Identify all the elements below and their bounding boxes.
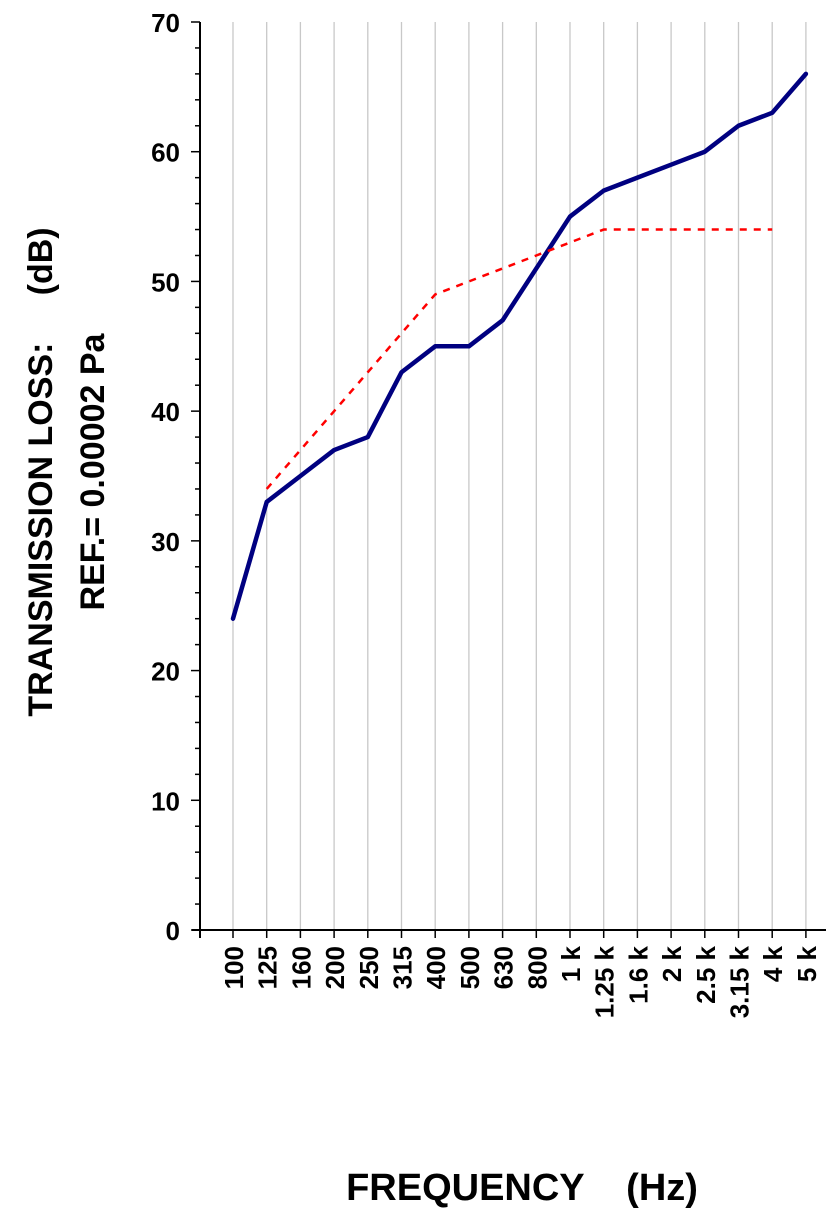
grid (232, 22, 807, 930)
x-tick-label: 1.25 k (590, 945, 620, 1018)
series-line-dashed (265, 228, 773, 490)
x-tick-label: 400 (421, 946, 451, 989)
x-tick-label: 100 (219, 946, 249, 989)
x-tick-label: 1 k (556, 945, 586, 982)
series (230, 71, 809, 621)
x-tick-label: 315 (388, 946, 418, 989)
y-tick-label: 50 (151, 267, 180, 297)
x-tick-label: 2 k (657, 945, 687, 982)
x-tick-label: 1.6 k (623, 945, 653, 1003)
y-tick-label: 20 (151, 657, 180, 687)
x-tick-label: 4 k (758, 945, 788, 982)
x-tick-label: 125 (253, 946, 283, 989)
y-tick-label: 40 (151, 397, 180, 427)
x-tick-label: 5 k (792, 945, 822, 982)
x-tick-label: 160 (286, 946, 316, 989)
x-tick-label: 3.15 k (725, 945, 755, 1018)
x-tick-label: 250 (354, 946, 384, 989)
x-tick-label: 500 (455, 946, 485, 989)
x-tick-label: 800 (522, 946, 552, 989)
axes (191, 21, 826, 938)
x-tick-label: 200 (320, 946, 350, 989)
x-axis-title: FREQUENCY (Hz) (346, 1167, 698, 1209)
y-tick-label: 30 (151, 527, 180, 557)
y-tick-label: 70 (151, 8, 180, 38)
y-tick-label: 0 (166, 916, 180, 946)
x-tick-label: 2.5 k (691, 945, 721, 1003)
series-line-solid (230, 71, 809, 621)
y-axis-title-line1: TRANSMISSION LOSS: (dB) (22, 227, 60, 716)
y-tick-labels: 0 10 20 30 40 50 60 70 (151, 8, 180, 946)
y-axis-title-line2: REF.= 0.00002 Pa (74, 332, 112, 610)
y-tick-label: 10 (151, 786, 180, 816)
x-tick-label: 630 (489, 946, 519, 989)
y-tick-label: 60 (151, 138, 180, 168)
